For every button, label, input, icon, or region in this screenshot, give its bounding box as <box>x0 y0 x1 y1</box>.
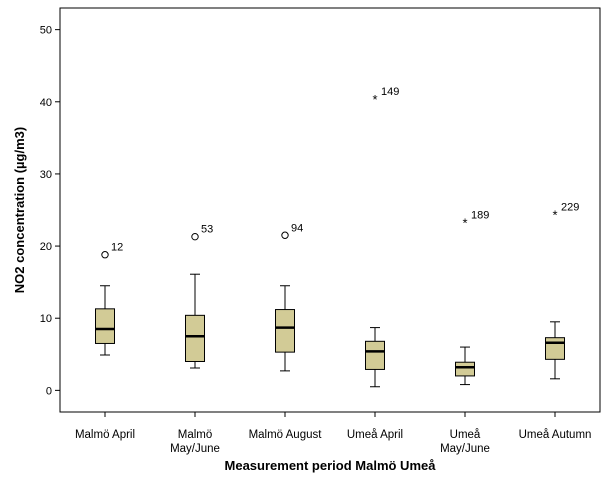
outlier-star: * <box>372 92 377 107</box>
iqr-box <box>455 361 475 377</box>
plot-area <box>59 7 601 413</box>
x-category-label-2: Malmö August <box>249 429 323 441</box>
x-category-line: Malmö April <box>75 429 135 441</box>
outlier-label: 94 <box>291 222 303 234</box>
x-category-line: May/June <box>440 443 490 455</box>
box-group-0: 12 <box>95 242 123 356</box>
x-category-line: Umeå April <box>347 429 403 441</box>
x-category-label-0: Malmö April <box>75 429 135 441</box>
y-tick-label-10: 10 <box>40 313 52 325</box>
iqr-box <box>185 314 205 363</box>
y-tick-label-20: 20 <box>40 241 52 253</box>
outlier-star: * <box>552 207 557 222</box>
outlier-circle <box>281 231 289 239</box>
y-tick-label-30: 30 <box>40 169 52 181</box>
box-group-3: * 149 <box>365 86 399 388</box>
x-category-label-5: Umeå Autumn <box>519 429 592 441</box>
x-category-line: Umeå Autumn <box>519 429 592 441</box>
iqr-box <box>275 309 295 353</box>
iqr-box <box>365 340 385 370</box>
y-tick-label-0: 0 <box>46 385 52 397</box>
x-category-line: Umeå <box>450 429 481 441</box>
y-tick-label-40: 40 <box>40 97 52 109</box>
box-series: 12 53 94 * 149 * 189 * 229 <box>95 86 579 388</box>
x-category-label-4: Umeå May/June <box>440 429 490 455</box>
x-category-line: Malmö August <box>249 429 323 441</box>
y-axis-title: NO2 concentration (µg/m3) <box>12 127 27 293</box>
x-category-line: Malmö <box>178 429 213 441</box>
x-category-label-1: Malmö May/June <box>170 429 220 455</box>
iqr-box <box>545 337 565 360</box>
outlier-label: 53 <box>201 224 213 236</box>
x-category-line: May/June <box>170 443 220 455</box>
box-group-2: 94 <box>275 222 303 372</box>
x-axis-title: Measurement period Malmö Umeå <box>225 458 437 473</box>
x-axis: Malmö April Malmö May/June Malmö August Umeå… <box>75 412 591 455</box>
y-axis: 0 10 20 30 40 50 <box>40 25 60 397</box>
outlier-label: 189 <box>471 209 489 221</box>
box-group-4: * 189 <box>455 209 489 386</box>
outlier-star: * <box>462 215 467 230</box>
outlier-circle <box>191 232 199 241</box>
outlier-label: 229 <box>561 201 579 213</box>
outlier-label: 12 <box>111 242 123 254</box>
iqr-box <box>95 308 115 344</box>
outlier-label: 149 <box>381 86 399 98</box>
y-tick-label-50: 50 <box>40 25 52 37</box>
box-group-1: 53 <box>185 224 213 369</box>
box-group-5: * 229 <box>545 201 579 380</box>
x-category-label-3: Umeå April <box>347 429 403 441</box>
outlier-circle <box>101 251 109 259</box>
